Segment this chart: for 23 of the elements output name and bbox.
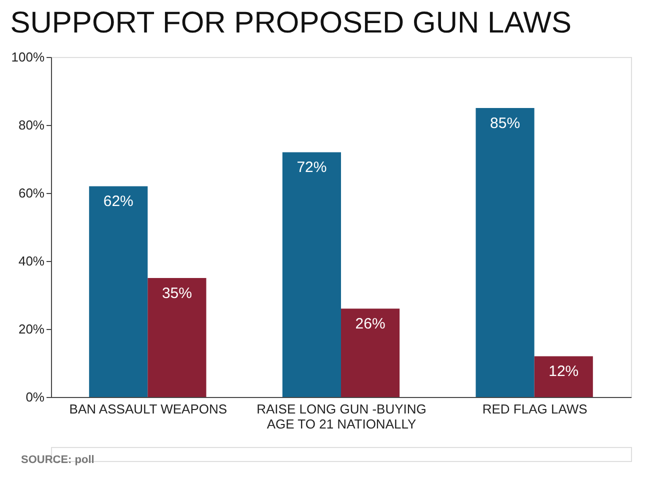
y-tick-label: 60% xyxy=(18,186,45,200)
bar xyxy=(148,278,206,397)
x-tick-label: BAN ASSAULT WEAPONS xyxy=(69,402,228,416)
data-label: 35% xyxy=(162,285,192,302)
x-tick-label: RED FLAG LAWS xyxy=(482,402,588,416)
y-tick-label: 80% xyxy=(18,118,45,132)
bar xyxy=(476,108,534,397)
y-tick-label: 40% xyxy=(18,254,45,268)
bar xyxy=(534,356,593,397)
data-label: 26% xyxy=(355,316,386,333)
data-label: 85% xyxy=(490,115,520,132)
x-tick-label: RAISE LONG GUN -BUYING AGE TO 21 NATIONALLY xyxy=(256,402,426,432)
data-label: 72% xyxy=(296,159,327,176)
data-label: 62% xyxy=(103,193,134,210)
y-tick-label: 100% xyxy=(11,50,45,64)
bar xyxy=(89,186,148,397)
chart-title: SUPPORT FOR PROPOSED GUN LAWS xyxy=(10,6,572,40)
y-tick-label: 20% xyxy=(18,322,45,336)
y-tick-label: 0% xyxy=(26,390,45,404)
bar xyxy=(282,152,341,397)
data-label: 12% xyxy=(548,363,579,380)
bar xyxy=(341,308,400,397)
source-note: SOURCE: poll xyxy=(21,454,94,466)
